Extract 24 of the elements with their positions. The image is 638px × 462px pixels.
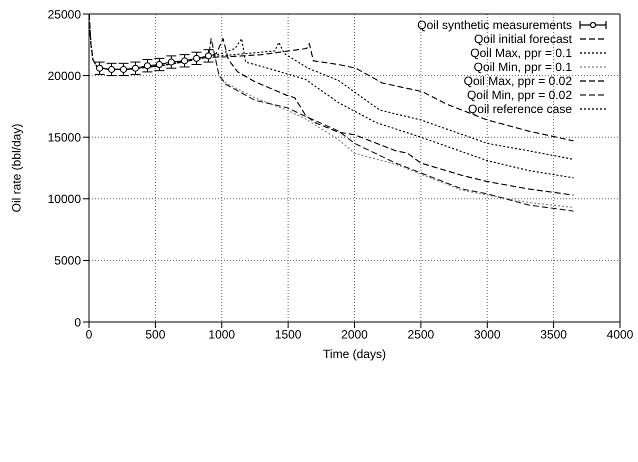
x-tick-label: 1500 — [274, 328, 302, 342]
x-tick-label: 3500 — [540, 328, 568, 342]
legend-label: Qoil Max, ppr = 0.02 — [464, 74, 572, 88]
legend-label: Qoil Max, ppr = 0.1 — [470, 46, 572, 60]
y-tick-label: 5000 — [54, 254, 82, 268]
legend-label: Qoil reference case — [468, 102, 572, 116]
x-tick-label: 2500 — [408, 328, 435, 342]
x-tick-label: 0 — [86, 328, 93, 342]
x-tick-label: 500 — [145, 328, 166, 342]
legend-label: Qoil Min, ppr = 0.1 — [474, 60, 572, 74]
y-tick-label: 10000 — [48, 192, 82, 206]
legend-label: Qoil initial forecast — [474, 32, 572, 46]
y-axis-title: Oil rate (bbl/day) — [9, 124, 24, 212]
x-tick-label: 2000 — [341, 328, 368, 342]
x-tick-label: 1000 — [208, 328, 236, 342]
y-tick-label: 25000 — [48, 7, 82, 22]
x-tick-label: 4000 — [606, 328, 634, 342]
y-tick-label: 20000 — [48, 68, 82, 83]
x-axis-title: Time (days) — [323, 347, 386, 361]
x-tick-label: 3000 — [474, 328, 501, 342]
y-tick-label: 0 — [74, 315, 82, 330]
y-tick-label: 15000 — [48, 130, 82, 144]
legend-label: Qoil Min, ppr = 0.02 — [466, 88, 572, 102]
legend-label: Qoil synthetic measurements — [417, 18, 572, 32]
